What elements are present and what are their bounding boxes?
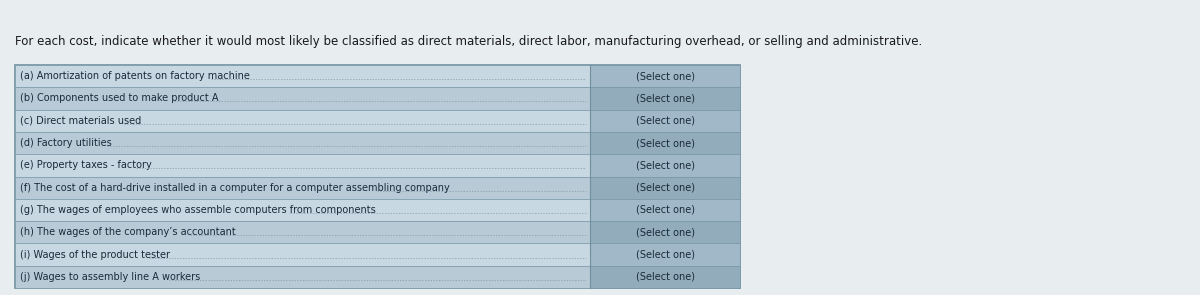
Bar [14,221,590,243]
Text: For each cost, indicate whether it would most likely be classified as direct mat: For each cost, indicate whether it would… [14,35,923,48]
Bar [590,199,740,221]
Bar [14,243,590,266]
Text: (Select one): (Select one) [636,94,695,104]
Bar [590,176,740,199]
Bar [14,110,590,132]
Bar [14,132,590,154]
Text: (Select one): (Select one) [636,183,695,193]
Bar [14,154,590,176]
Text: (g) The wages of employees who assemble computers from components: (g) The wages of employees who assemble … [20,205,376,215]
Text: (Select one): (Select one) [636,160,695,170]
Text: (Select one): (Select one) [636,250,695,260]
Bar [590,65,740,87]
Text: (d) Factory utilities: (d) Factory utilities [20,138,112,148]
Text: (Select one): (Select one) [636,272,695,282]
Bar [590,154,740,176]
Text: (Select one): (Select one) [636,138,695,148]
Text: (c) Direct materials used: (c) Direct materials used [20,116,142,126]
Bar [14,199,590,221]
Text: (h) The wages of the company’s accountant: (h) The wages of the company’s accountan… [20,227,235,237]
Text: (Select one): (Select one) [636,71,695,81]
Text: (f) The cost of a hard-drive installed in a computer for a computer assembling c: (f) The cost of a hard-drive installed i… [20,183,450,193]
Text: (Select one): (Select one) [636,116,695,126]
Bar [14,176,590,199]
Text: (b) Components used to make product A: (b) Components used to make product A [20,94,218,104]
Bar [14,65,740,288]
Text: (e) Property taxes - factory: (e) Property taxes - factory [20,160,151,170]
Text: (Select one): (Select one) [636,205,695,215]
Bar [590,221,740,243]
Bar [14,65,590,87]
Bar [14,87,590,110]
Bar [590,87,740,110]
Bar [590,132,740,154]
Bar [14,266,590,288]
Text: (a) Amortization of patents on factory machine: (a) Amortization of patents on factory m… [20,71,250,81]
Bar [590,110,740,132]
Text: (j) Wages to assembly line A workers: (j) Wages to assembly line A workers [20,272,200,282]
Text: (Select one): (Select one) [636,227,695,237]
Bar [590,266,740,288]
Text: (i) Wages of the product tester: (i) Wages of the product tester [20,250,170,260]
Bar [590,243,740,266]
